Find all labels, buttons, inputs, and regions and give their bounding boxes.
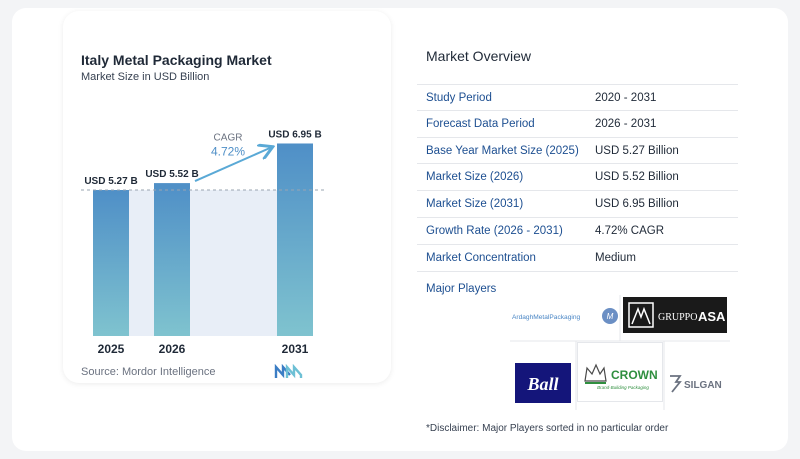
overview-row: Base Year Market Size (2025) USD 5.27 Bi… [417, 138, 738, 165]
crown-tagline: Brand-Building Packaging [597, 385, 649, 390]
overview-row: Growth Rate (2026 - 2031) 4.72% CAGR [417, 218, 738, 245]
data-label-2026: USD 5.52 B [145, 169, 198, 180]
overview-value: Medium [595, 251, 636, 264]
overview-label: Study Period [426, 92, 492, 104]
data-label-2025: USD 5.27 B [84, 176, 137, 187]
gruppo-text: GRUPPO [658, 312, 697, 323]
overview-value: USD 6.95 Billion [595, 198, 679, 211]
overview-label: Forecast Data Period [426, 117, 535, 130]
overview-value: 2020 - 2031 [595, 92, 657, 104]
cagr-label: CAGR [214, 132, 243, 143]
x-tick-2026: 2026 [159, 342, 186, 356]
source-note: Source: Mordor Intelligence [81, 366, 216, 378]
gruppo-asa-logo: GRUPPO ASA [623, 297, 727, 333]
bar-2025 [93, 190, 129, 336]
overview-value: 2026 - 2031 [595, 117, 657, 130]
data-label-2031: USD 6.95 B [268, 129, 321, 140]
asa-text: ASA [698, 309, 726, 324]
highlight-band [190, 190, 277, 336]
overview-label: Base Year Market Size (2025) [426, 144, 579, 157]
ball-logo-text: Ball [526, 374, 558, 394]
overview-row: Forecast Data Period 2026 - 2031 [417, 111, 738, 138]
market-overview-table: Study Period 2020 - 2031 Forecast Data P… [417, 84, 738, 272]
bar-2031 [277, 143, 313, 336]
overview-value: USD 5.52 Billion [595, 171, 679, 184]
overview-value: USD 5.27 Billion [595, 144, 679, 157]
x-tick-2031: 2031 [282, 342, 309, 356]
crown-logo-text: CROWN [611, 368, 658, 382]
major-players-title: Major Players [426, 283, 497, 295]
chart-subtitle: Market Size in USD Billion [81, 71, 210, 83]
x-tick-2025: 2025 [98, 342, 125, 356]
disclaimer-note: *Disclaimer: Major Players sorted in no … [426, 423, 669, 434]
ardagh-metal-packaging-logo: ArdaghMetalPackaging M [512, 308, 618, 324]
overview-row: Market Concentration Medium [417, 245, 738, 272]
highlight-band [129, 190, 154, 336]
overview-row: Market Size (2026) USD 5.52 Billion [417, 164, 738, 192]
ball-logo: Ball [515, 363, 571, 403]
market-overview-title: Market Overview [426, 48, 532, 64]
cagr-value: 4.72% [211, 144, 245, 158]
svg-text:M: M [607, 312, 614, 321]
silgan-logo: SILGAN [670, 375, 722, 393]
cagr-arrow [194, 147, 271, 183]
bar-2026 [154, 183, 190, 336]
ardagh-logo-text: ArdaghMetalPackaging [512, 314, 581, 321]
mordor-intelligence-logo [274, 364, 303, 379]
players-grid-lines [510, 295, 730, 410]
overview-label: Growth Rate (2026 - 2031) [426, 224, 563, 237]
bar-chart: USD 5.27 B 2025 USD 5.52 B 2026 USD 6.95 B 20… [81, 129, 325, 356]
overview-row: Market Size (2031) USD 6.95 Billion [417, 191, 738, 218]
overview-label: Market Size (2031) [426, 198, 524, 211]
overview-label: Market Size (2026) [426, 171, 524, 184]
silgan-logo-text: SILGAN [684, 380, 722, 391]
overview-label: Market Concentration [426, 251, 536, 264]
crown-logo: CROWN Brand-Building Packaging [577, 342, 663, 402]
overview-row: Study Period 2020 - 2031 [417, 84, 738, 111]
chart-title: Italy Metal Packaging Market [81, 52, 272, 68]
overview-value: 4.72% CAGR [595, 224, 665, 237]
